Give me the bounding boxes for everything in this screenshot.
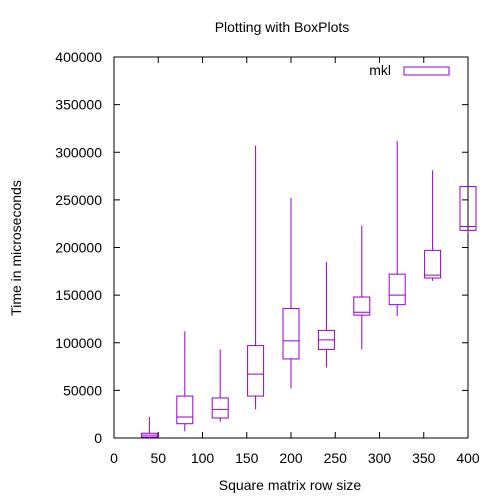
- box-mark: [247, 145, 265, 410]
- box-iqr: [388, 273, 406, 306]
- y-tick-label: 250000: [55, 192, 102, 208]
- y-tick-label: 350000: [55, 97, 102, 113]
- y-tick-label: 300000: [55, 144, 102, 160]
- box-mark: [317, 261, 335, 368]
- box-mark: [459, 186, 477, 234]
- box-iqr: [247, 345, 265, 397]
- y-tick-label: 50000: [63, 382, 102, 398]
- legend-label-mkl: mkl: [369, 62, 391, 78]
- x-axis-label: Square matrix row size: [219, 477, 362, 493]
- box-mark: [388, 140, 406, 317]
- y-tick-label: 200000: [55, 240, 102, 256]
- box-iqr: [459, 186, 477, 231]
- box-mark: [176, 331, 194, 432]
- y-axis-label: Time in microseconds: [8, 180, 24, 316]
- x-tick-label: 250: [324, 450, 348, 466]
- box-iqr: [282, 307, 300, 360]
- x-tick-label: 350: [412, 450, 436, 466]
- y-tick-label: 100000: [55, 335, 102, 351]
- y-tick-label: 150000: [55, 287, 102, 303]
- y-tick-label: 0: [94, 430, 102, 446]
- box-iqr: [353, 296, 371, 316]
- box-series-mkl: [140, 140, 477, 438]
- x-tick-label: 400: [456, 450, 480, 466]
- box-iqr: [211, 397, 229, 419]
- chart-title: Plotting with BoxPlots: [215, 19, 350, 35]
- box-mark: [211, 349, 229, 422]
- box-mark: [353, 225, 371, 350]
- box-mark: [140, 417, 158, 438]
- box-mark: [424, 170, 442, 281]
- legend-swatch-mkl: [403, 66, 450, 76]
- box-mark: [282, 197, 300, 389]
- legend: mkl: [369, 62, 450, 78]
- x-tick-label: 50: [150, 450, 166, 466]
- x-tick-label: 100: [191, 450, 215, 466]
- box-iqr: [424, 249, 442, 279]
- axis-ticks: 0500001000001500002000002500003000003500…: [55, 49, 480, 466]
- box-iqr: [176, 395, 194, 425]
- x-tick-label: 200: [279, 450, 303, 466]
- y-tick-label: 400000: [55, 49, 102, 65]
- x-tick-label: 150: [235, 450, 259, 466]
- x-tick-label: 0: [110, 450, 118, 466]
- x-tick-label: 300: [368, 450, 392, 466]
